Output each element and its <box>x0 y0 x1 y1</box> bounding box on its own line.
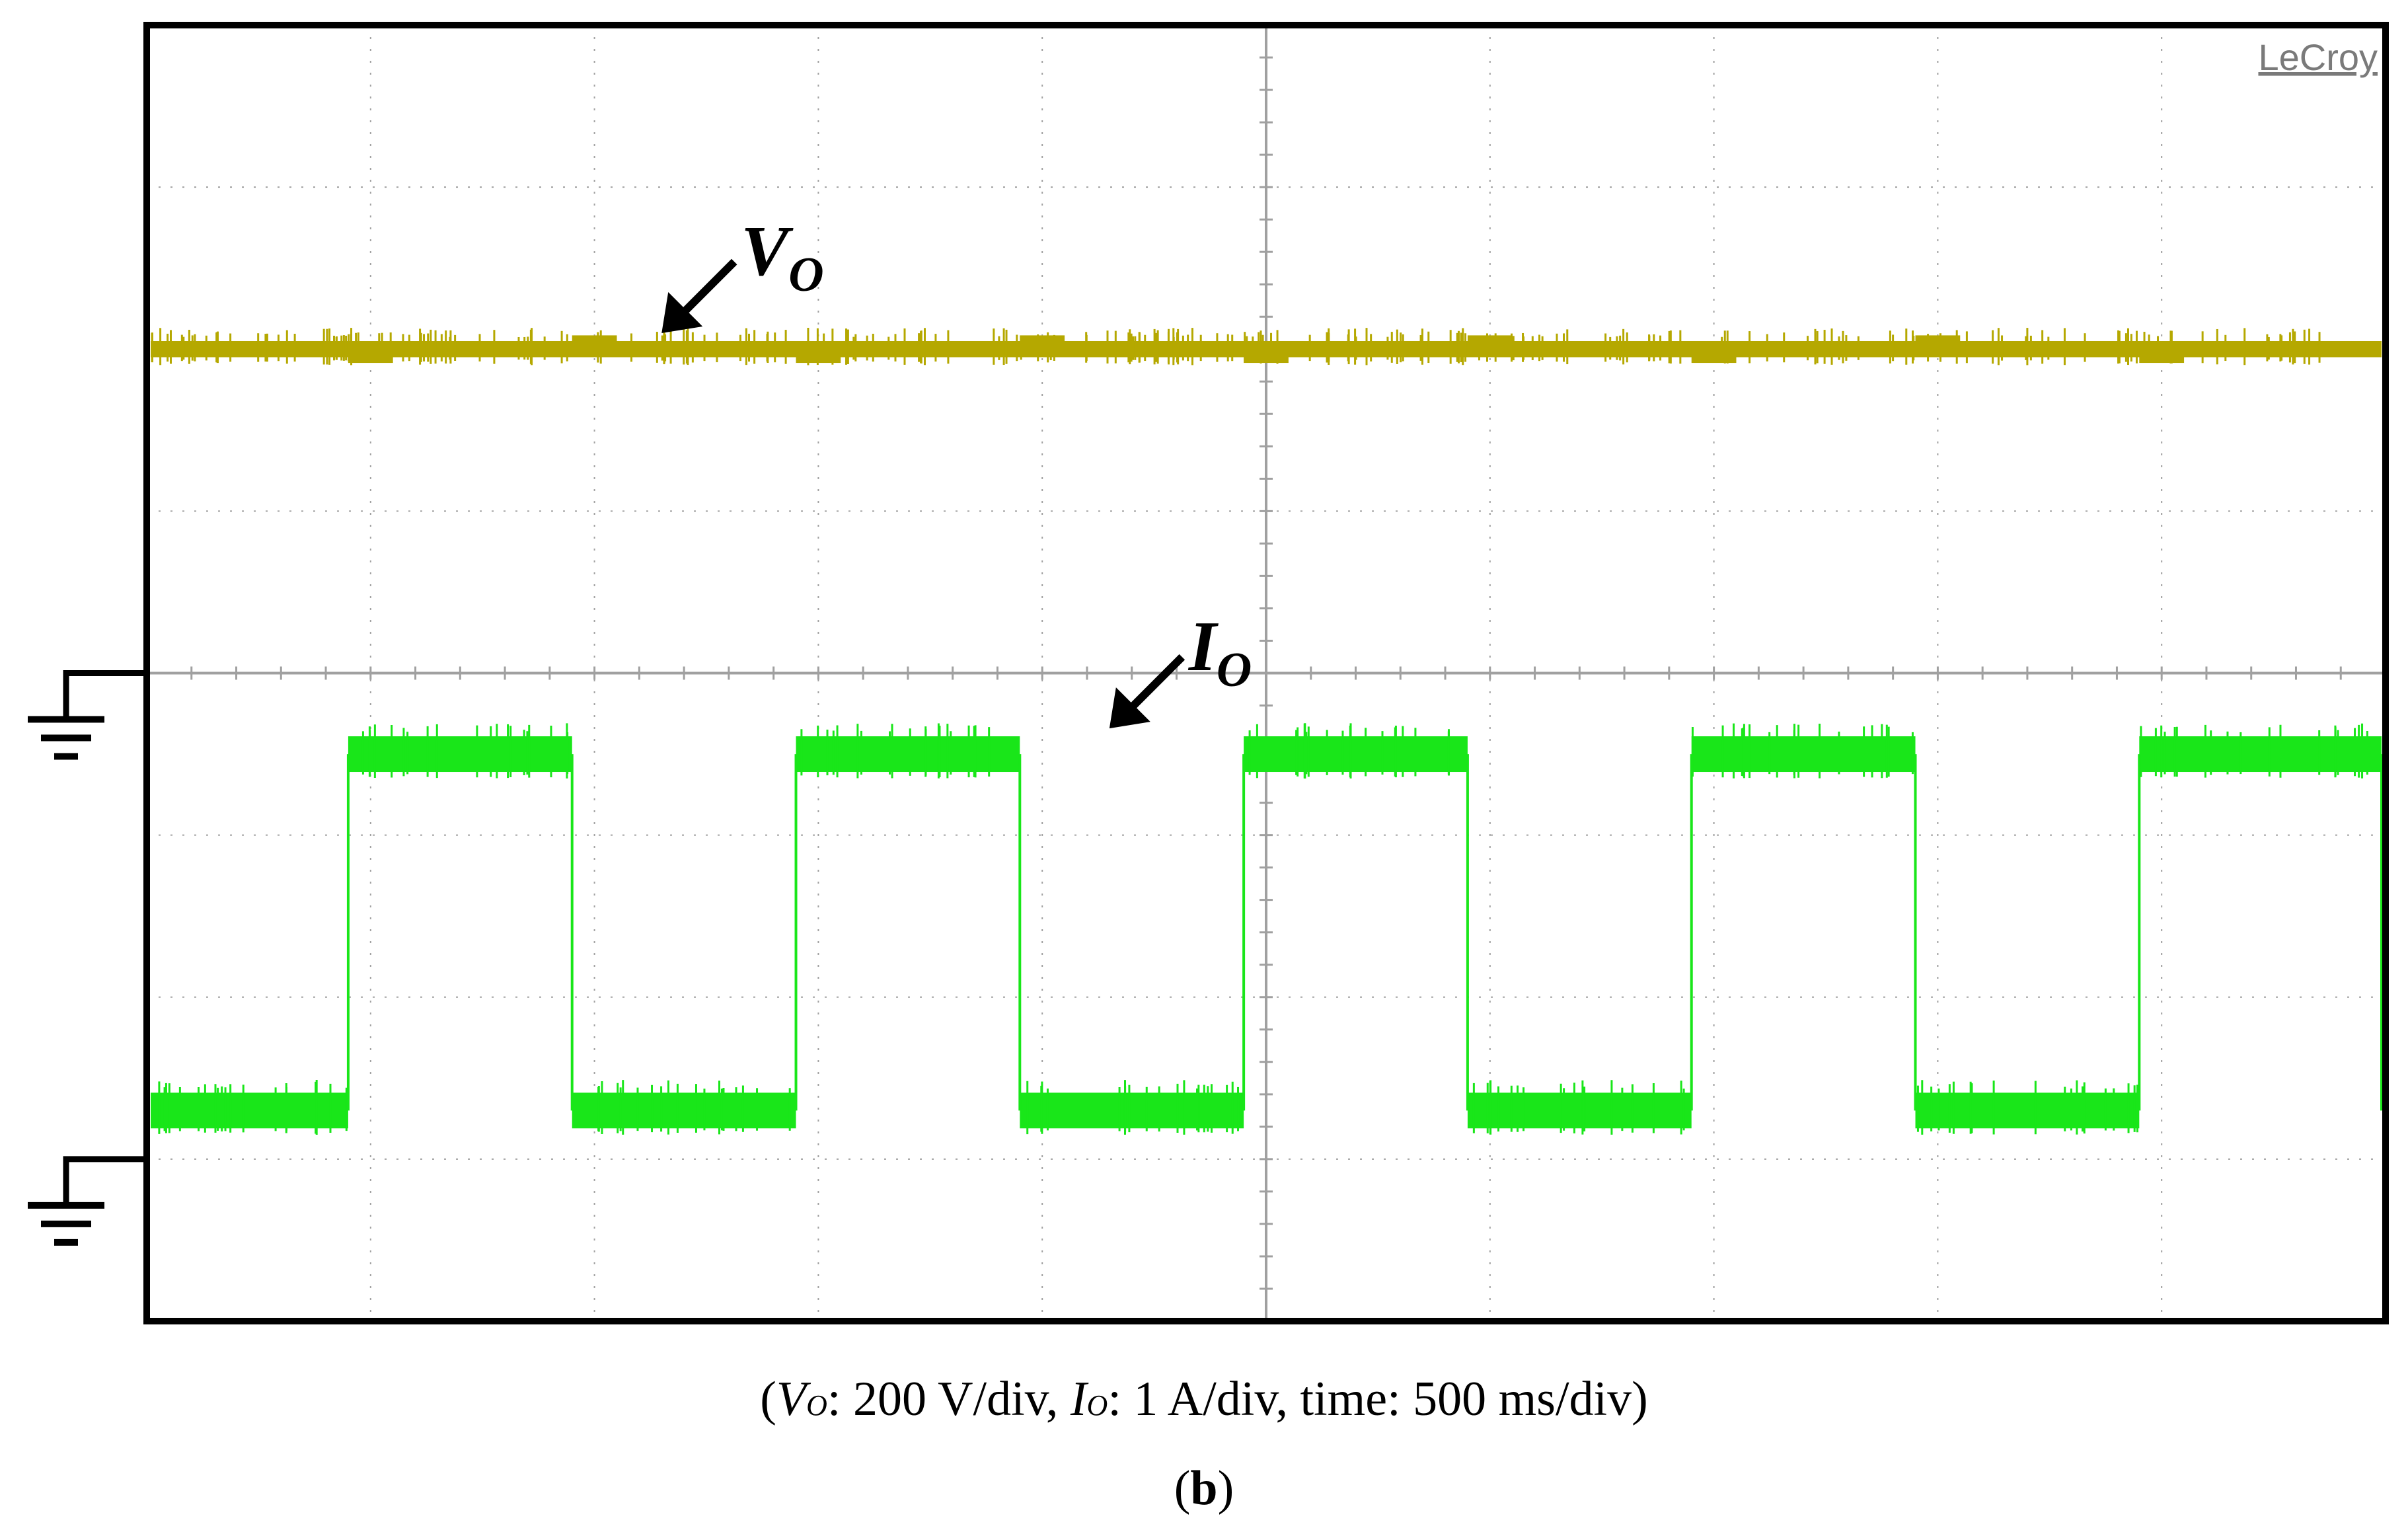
io-trace-level <box>796 736 1020 773</box>
ground-marker-vo <box>63 670 147 720</box>
label-arrow-io <box>1129 654 1185 710</box>
label-arrow-vo <box>681 258 737 315</box>
io-trace-level <box>1244 736 1468 773</box>
ground-markers <box>28 670 147 1246</box>
io-trace-level <box>2139 736 2382 773</box>
vo-step-artifact <box>572 335 617 352</box>
trace-label-vo: VO <box>741 212 824 302</box>
vo-step-artifact <box>1020 335 1065 352</box>
vo-step-artifact <box>348 346 393 363</box>
vo-step-artifact <box>1244 346 1289 363</box>
trace-label-subscript: O <box>1217 643 1252 697</box>
traces <box>151 328 2383 1135</box>
ground-marker-io <box>63 1156 147 1205</box>
io-trace-level <box>1020 1092 1244 1129</box>
vo-step-artifact <box>1691 346 1737 363</box>
io-trace-level <box>348 736 572 773</box>
panel-label: (b) <box>1174 1461 1234 1515</box>
lecroy-logo: LeCroy <box>2258 36 2378 78</box>
io-trace-level <box>1467 1092 1692 1129</box>
vo-step-artifact <box>1915 335 1961 352</box>
caption-io-label: I <box>1070 1372 1087 1426</box>
trace-label-subscript: O <box>788 248 823 302</box>
io-trace-level <box>572 1092 796 1129</box>
label-arrowhead-vo <box>661 291 703 333</box>
io-trace-level <box>1691 736 1916 773</box>
vo-step-artifact <box>796 346 841 363</box>
caption-vo-label: V <box>776 1372 807 1426</box>
vo-step-artifact <box>1467 335 1513 352</box>
figure-caption: (VO: 200 V/div, IO: 1 A/div, time: 500 m… <box>760 1372 1648 1426</box>
vo-step-artifact <box>2139 346 2185 363</box>
label-arrowhead-io <box>1109 687 1150 729</box>
